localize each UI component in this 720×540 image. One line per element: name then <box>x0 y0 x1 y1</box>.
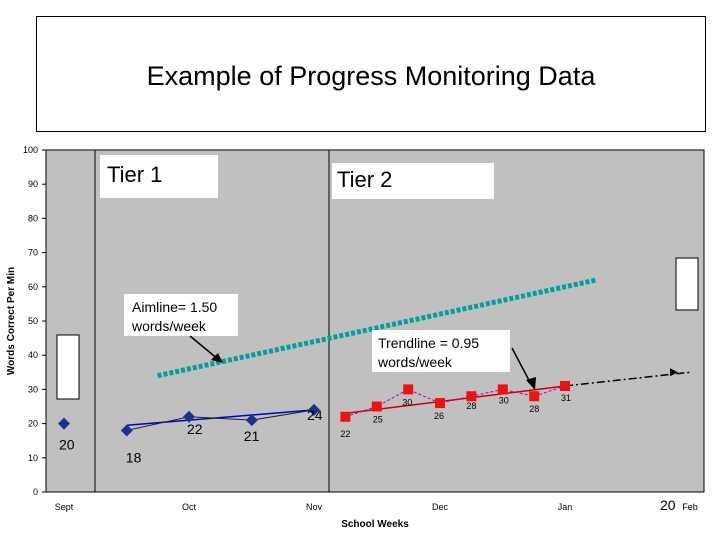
projection-arrowhead <box>670 368 678 377</box>
trend-callout-arrowhead <box>526 377 536 390</box>
series-1-point-2 <box>183 410 195 423</box>
title-box: Example of Progress Monitoring Data <box>36 16 706 132</box>
series-2-value-1: 25 <box>373 415 383 425</box>
series-2-value-2: 30 <box>402 397 412 407</box>
y-tick-label-70: 70 <box>28 248 38 258</box>
series-1-point-1 <box>120 424 133 437</box>
trend-line-2 <box>345 385 566 415</box>
series-2-value-6: 28 <box>529 404 539 414</box>
x-tick-label-dec: Dec <box>432 502 449 512</box>
y-tick-label-20: 20 <box>28 419 38 429</box>
trend-callout-box <box>372 330 510 372</box>
trend-callout-line2: words/week <box>377 354 453 370</box>
series-2-value-5: 30 <box>499 395 509 405</box>
x-tick-label-jan: Jan <box>558 502 573 512</box>
x-tick-label-sept: Sept <box>55 502 74 512</box>
slide-title: Example of Progress Monitoring Data <box>146 61 596 91</box>
x-axis-title: School Weeks <box>341 519 409 530</box>
series-2-value-4: 28 <box>466 401 476 411</box>
side-box-right <box>675 257 699 311</box>
series-2-value-7: 31 <box>561 393 571 403</box>
series-2-value-3: 26 <box>434 411 444 421</box>
side-box-left <box>56 334 80 400</box>
aimline-callout-line2: words/week <box>131 318 207 334</box>
y-tick-label-90: 90 <box>28 179 38 189</box>
series-1-value-1: 18 <box>126 449 142 465</box>
x-tick-label-nov: Nov <box>306 502 323 512</box>
y-tick-label-40: 40 <box>28 350 38 360</box>
series-2-point-3 <box>435 398 445 409</box>
aimline-callout-line1: Aimline= 1.50 <box>132 299 217 315</box>
aimline <box>157 277 597 379</box>
series-1-value-3: 21 <box>244 428 260 444</box>
series-1-point-3 <box>245 414 258 427</box>
y-axis-title: Words Correct Per Min <box>6 267 17 375</box>
aimline-callout-arrowhead <box>211 353 223 363</box>
y-tick-label-80: 80 <box>28 213 38 223</box>
y-tick-label-50: 50 <box>28 316 38 326</box>
aimline-callout-arrow <box>189 335 220 361</box>
series-1-point-0 <box>58 417 70 430</box>
y-tick-label-60: 60 <box>28 282 38 292</box>
series-2-point-4 <box>466 391 477 402</box>
corner-value: 20 <box>660 497 676 513</box>
series-1-value-4: 24 <box>307 407 323 423</box>
x-tick-label-feb: Feb <box>682 502 698 512</box>
y-tick-label-100: 100 <box>23 145 38 155</box>
series-2-point-5 <box>497 384 508 395</box>
y-tick-label-10: 10 <box>28 453 38 463</box>
tier1-label: Tier 1 <box>107 162 162 187</box>
aimline-callout-box <box>124 294 238 336</box>
series-1-line <box>126 409 315 431</box>
trend-callout-line1: Trendline = 0.95 <box>378 335 479 351</box>
tier2-box <box>332 163 494 199</box>
trend-line-3 <box>564 371 691 387</box>
series-2-point-6 <box>529 391 540 402</box>
series-2-point-1 <box>371 401 382 412</box>
series-1-point-4 <box>308 403 320 416</box>
series-1-value-0: 20 <box>59 437 75 453</box>
series-2-point-2 <box>403 384 414 395</box>
y-tick-label-30: 30 <box>28 384 38 394</box>
corner-value-box <box>656 495 682 515</box>
tier1-box <box>100 155 218 198</box>
trend-line-1 <box>126 409 315 427</box>
series-2-point-0 <box>340 411 351 422</box>
series-1-value-2: 22 <box>187 421 203 437</box>
series-2-value-0: 22 <box>340 429 350 439</box>
y-tick-label-0: 0 <box>33 487 38 497</box>
series-2-point-7 <box>560 380 570 391</box>
tier2-label: Tier 2 <box>337 167 392 192</box>
x-tick-label-oct: Oct <box>182 502 197 512</box>
